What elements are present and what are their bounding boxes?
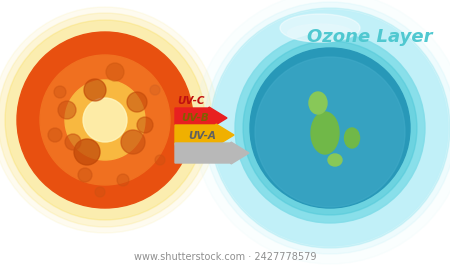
Ellipse shape — [328, 154, 342, 166]
Circle shape — [150, 85, 160, 95]
Circle shape — [117, 174, 129, 186]
Circle shape — [5, 20, 205, 220]
Circle shape — [194, 0, 450, 264]
Circle shape — [48, 128, 62, 142]
Circle shape — [95, 187, 105, 197]
Circle shape — [204, 2, 450, 254]
Circle shape — [255, 57, 405, 207]
Text: www.shutterstock.com · 2427778579: www.shutterstock.com · 2427778579 — [134, 252, 316, 262]
Text: Ozone Layer: Ozone Layer — [307, 28, 433, 46]
Circle shape — [40, 55, 170, 185]
Circle shape — [58, 101, 76, 119]
Circle shape — [74, 139, 100, 165]
Text: UV-C: UV-C — [178, 96, 205, 106]
Circle shape — [65, 134, 81, 150]
FancyArrow shape — [175, 124, 234, 146]
Circle shape — [106, 63, 124, 81]
Circle shape — [212, 10, 448, 246]
Circle shape — [243, 41, 417, 215]
Circle shape — [0, 13, 212, 227]
Circle shape — [235, 33, 425, 223]
Text: UV-A: UV-A — [189, 131, 216, 141]
Circle shape — [250, 48, 410, 208]
Circle shape — [54, 86, 66, 98]
Text: UV-B: UV-B — [181, 113, 209, 123]
Ellipse shape — [280, 14, 360, 42]
FancyArrow shape — [175, 142, 249, 164]
Circle shape — [78, 168, 92, 182]
Ellipse shape — [345, 128, 360, 148]
Ellipse shape — [288, 24, 352, 42]
Circle shape — [137, 117, 153, 133]
Circle shape — [210, 8, 450, 248]
Circle shape — [127, 92, 147, 112]
Ellipse shape — [309, 92, 327, 114]
Ellipse shape — [311, 112, 339, 154]
Circle shape — [17, 32, 193, 208]
Circle shape — [65, 80, 145, 160]
Circle shape — [121, 130, 145, 154]
Circle shape — [0, 7, 218, 233]
Circle shape — [83, 98, 127, 142]
Circle shape — [84, 79, 106, 101]
Circle shape — [155, 155, 165, 165]
FancyArrow shape — [175, 107, 227, 129]
